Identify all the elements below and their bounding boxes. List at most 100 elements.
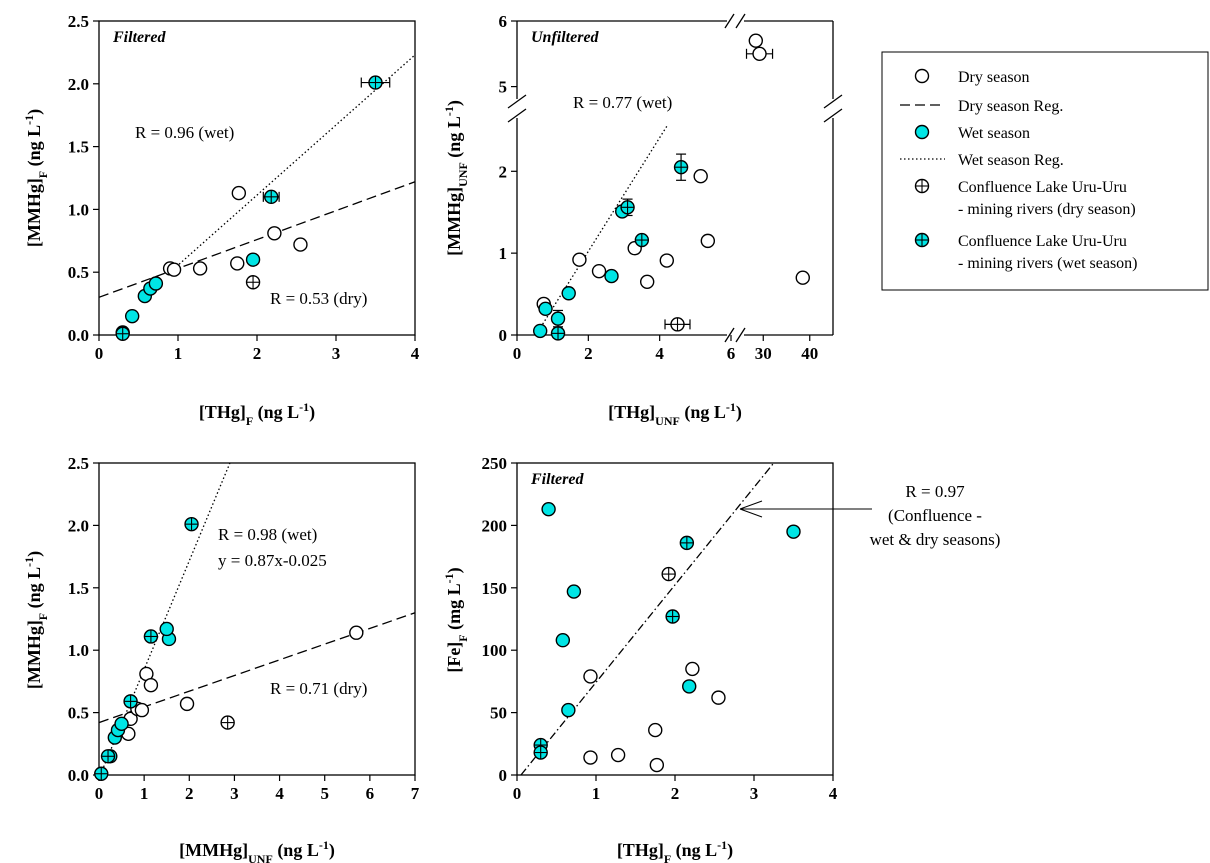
annotation-seasons: wet & dry seasons) xyxy=(870,530,1001,549)
panel-a: 0 1 2 3 4 0.0 0.5 1.0 1.5 2.0 2.5 Filtered R = 0.96 … xyxy=(22,12,420,428)
data-point-wet xyxy=(786,524,801,539)
x-tick-label: 0 xyxy=(513,344,522,363)
data-point-wet xyxy=(604,268,619,284)
legend-label: Wet season xyxy=(958,125,1030,142)
data-point-dry xyxy=(610,747,626,763)
y-tick-label: 1 xyxy=(499,244,508,263)
annotation-wet: R = 0.98 (wet) xyxy=(218,525,317,544)
data-point-wet xyxy=(538,301,553,317)
label-close: ) xyxy=(309,402,315,423)
x-tick-label: 3 xyxy=(332,344,341,363)
label-superscript: -1 xyxy=(22,557,36,567)
label-close: ) xyxy=(736,402,742,423)
label-subscript: F xyxy=(246,414,253,428)
annotation-equation: y = 0.87x-0.025 xyxy=(218,551,327,570)
label-close: ) xyxy=(444,567,465,573)
arrow-head xyxy=(739,508,763,518)
x-tick-label: 2 xyxy=(671,784,680,803)
data-point-wet xyxy=(245,252,261,267)
legend-label: Confluence Lake Uru-Uru xyxy=(958,233,1127,250)
label-units: (ng L xyxy=(24,567,45,613)
x-axis-label: [THg]F (ng L-1) xyxy=(199,400,315,428)
data-point-dry xyxy=(583,669,598,684)
axis-break-mark xyxy=(735,327,746,343)
y-tick-label: 200 xyxy=(482,516,508,535)
y-tick-label: 2 xyxy=(499,162,508,181)
y-tick-label: 100 xyxy=(482,641,508,660)
data-point-dry xyxy=(639,274,655,289)
regression-line-dashed xyxy=(99,181,415,298)
label-superscript: -1 xyxy=(717,838,727,852)
data-point-wet xyxy=(682,679,697,694)
legend-label: - mining rivers (dry season) xyxy=(958,201,1136,218)
axis-break-mark xyxy=(735,13,746,29)
y-tick-label: 150 xyxy=(482,579,508,598)
label-main: [THg] xyxy=(617,840,664,860)
data-point-dry xyxy=(583,750,598,765)
label-subscript: F xyxy=(36,171,50,178)
label-close: ) xyxy=(727,840,733,861)
data-point-dry xyxy=(648,722,663,738)
label-close: ) xyxy=(24,109,45,115)
y-tick-label: 1.0 xyxy=(68,641,89,660)
panel-tag: Filtered xyxy=(112,29,166,46)
x-tick-label: 1 xyxy=(140,784,149,803)
data-point-dry xyxy=(795,270,810,285)
label-superscript: -1 xyxy=(442,573,456,583)
x-axis-label: [THg]F (ng L-1) xyxy=(617,838,733,863)
y-tick-label: 2.5 xyxy=(68,12,89,31)
y-tick-label: 2.0 xyxy=(68,75,89,94)
data-point-dry xyxy=(293,237,308,252)
label-main: [Fe] xyxy=(444,642,464,673)
regression-line-dotted xyxy=(169,54,415,273)
data-point-wet xyxy=(148,276,164,291)
data-point-dry xyxy=(752,46,767,61)
x-tick-label: 4 xyxy=(829,784,838,803)
x-tick-label: 5 xyxy=(320,784,329,803)
label-superscript: -1 xyxy=(319,838,329,852)
label-main: [MMHg] xyxy=(24,178,44,247)
y-tick-label: 2.0 xyxy=(68,516,89,535)
data-point-dry xyxy=(231,185,247,201)
label-subscript: F xyxy=(456,634,470,641)
x-tick-label: 6 xyxy=(727,344,736,363)
plot-frame xyxy=(98,462,416,776)
y-tick-label: 0 xyxy=(499,326,508,345)
label-units: (ng L xyxy=(253,402,299,423)
data-point-dry xyxy=(748,33,764,48)
label-subscript: F xyxy=(36,613,50,620)
axis-break-mark xyxy=(823,108,843,123)
label-subscript: F xyxy=(664,852,671,863)
data-point-dry xyxy=(659,253,674,268)
data-point-wet xyxy=(124,308,140,324)
legend: Dry season Dry season Reg. Wet season Wet s… xyxy=(881,51,1209,291)
data-point-dry xyxy=(685,661,700,677)
x-tick-label: 3 xyxy=(750,784,759,803)
data-point-wet xyxy=(114,716,129,732)
label-superscript: -1 xyxy=(442,106,456,116)
panel-d: 0 1 2 3 4 0 50 100 150 200 250 Filtered R = 0.97 (Con… xyxy=(442,454,1000,863)
y-tick-label: 250 xyxy=(482,454,508,473)
label-close: ) xyxy=(329,840,335,861)
y-tick-label: 0.0 xyxy=(68,326,89,345)
label-units: (ng L xyxy=(671,840,717,861)
axis-break-mark xyxy=(724,327,735,343)
x-axis-label: [THg]UNF (ng L-1) xyxy=(608,400,742,428)
axis-break-mark xyxy=(507,108,527,123)
data-point-dry xyxy=(179,696,195,712)
y-axis-label: [MMHg]UNF (ng L-1) xyxy=(442,100,470,256)
y-axis-label: [MMHg]F (ng L-1) xyxy=(22,109,50,247)
data-point-wet xyxy=(566,584,582,599)
panel-c: 0 1 2 3 4 5 6 7 0.0 0.5 1.0 1.5 2.0 2.5 R = 0.98 (wet)… xyxy=(22,454,420,863)
legend-label: - mining rivers (wet season) xyxy=(958,255,1138,272)
panel-b: 0 2 4 6 30 40 0 1 2 5 6 Unfiltered R = 0.77 (wet) [TH… xyxy=(442,12,843,428)
label-units: (ng L xyxy=(680,402,726,423)
x-tick-label: 0 xyxy=(95,344,104,363)
label-main: [THg] xyxy=(199,402,246,422)
annotation-wet: R = 0.96 (wet) xyxy=(135,123,234,142)
x-tick-label: 7 xyxy=(411,784,420,803)
legend-label: Wet season Reg. xyxy=(958,152,1064,169)
x-tick-label: 4 xyxy=(275,784,284,803)
y-tick-label: 6 xyxy=(499,12,508,31)
